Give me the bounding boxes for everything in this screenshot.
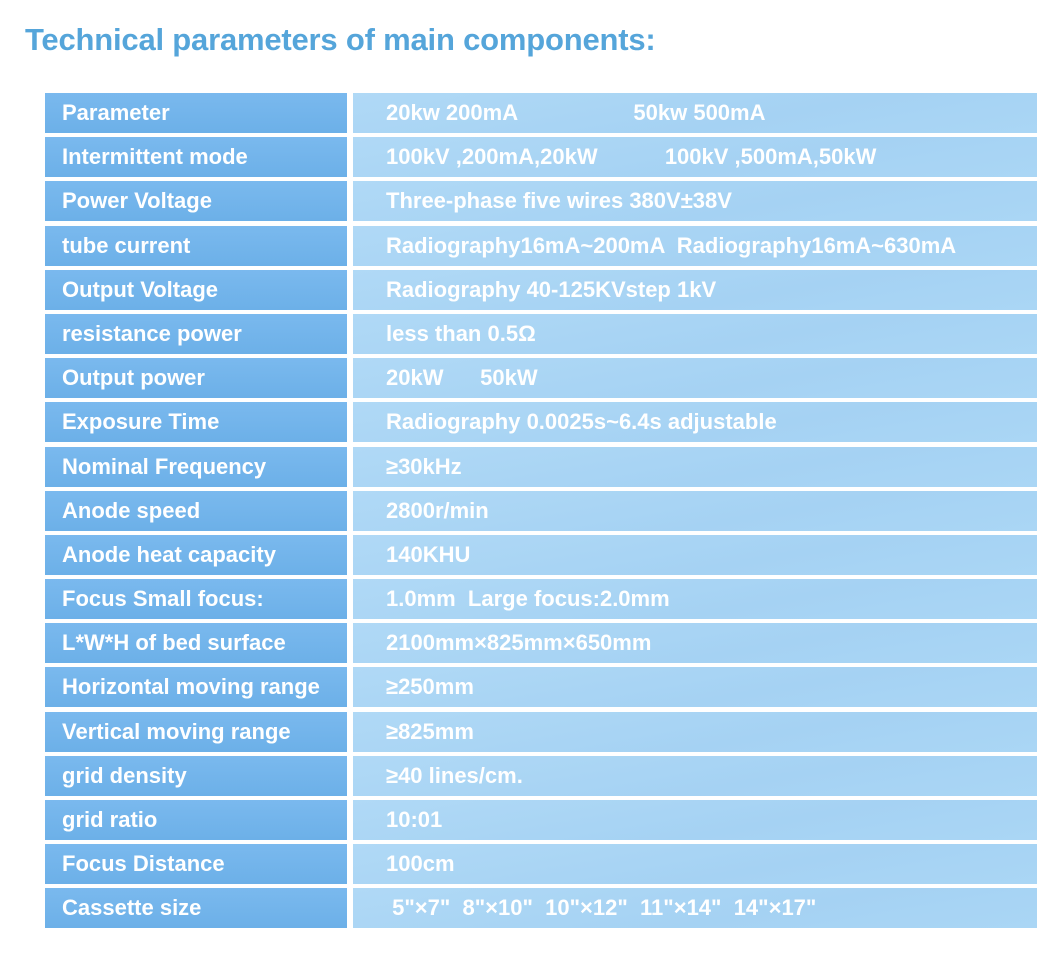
parameter-value-cell: Radiography16mA~200mA Radiography16mA~63… [353, 225, 1037, 266]
table-row: Cassette size 5"×7" 8"×10" 10"×12" 11"×1… [45, 888, 1037, 929]
parameter-value-cell: 5"×7" 8"×10" 10"×12" 11"×14" 14"×17" [353, 888, 1037, 929]
parameter-value-cell: 2800r/min [353, 490, 1037, 531]
parameter-value-cell: less than 0.5Ω [353, 313, 1037, 354]
parameter-name-cell: Exposure Time [45, 402, 347, 443]
parameter-name-cell: Cassette size [45, 888, 347, 929]
parameter-value-cell: 1.0mm Large focus:2.0mm [353, 579, 1037, 620]
table-row: Focus Small focus: 1.0mm Large focus:2.0… [45, 579, 1037, 620]
parameter-value-cell: ≥40 lines/cm. [353, 755, 1037, 796]
parameter-value-cell: 20kw 200mA 50kw 500mA [353, 93, 1037, 133]
table-row: Intermittent mode 100kV ,200mA,20kW 100k… [45, 137, 1037, 178]
parameter-name-cell: Nominal Frequency [45, 446, 347, 487]
parameter-name-cell: Power Voltage [45, 181, 347, 222]
parameter-name-cell: Parameter [45, 93, 347, 133]
spec-table: Parameter 20kw 200mA 50kw 500mA Intermit… [45, 93, 1037, 933]
parameter-value-cell: Radiography 0.0025s~6.4s adjustable [353, 402, 1037, 443]
parameter-name-cell: Horizontal moving range [45, 667, 347, 708]
parameter-name-cell: Intermittent mode [45, 137, 347, 178]
parameter-name-cell: Anode speed [45, 490, 347, 531]
table-row: Vertical moving range ≥825mm [45, 711, 1037, 752]
parameter-name-cell: Anode heat capacity [45, 534, 347, 575]
parameter-value-cell: ≥825mm [353, 711, 1037, 752]
parameter-value-cell: 2100mm×825mm×650mm [353, 623, 1037, 664]
parameter-value-cell: 140KHU [353, 534, 1037, 575]
page-title: Technical parameters of main components: [25, 22, 656, 57]
parameter-name-cell: grid density [45, 755, 347, 796]
parameter-name-cell: Vertical moving range [45, 711, 347, 752]
parameter-name-cell: tube current [45, 225, 347, 266]
parameter-value-cell: Three-phase five wires 380V±38V [353, 181, 1037, 222]
table-row: Anode heat capacity 140KHU [45, 534, 1037, 575]
table-row: L*W*H of bed surface 2100mm×825mm×650mm [45, 623, 1037, 664]
parameter-name-cell: Focus Small focus: [45, 579, 347, 620]
table-row: Horizontal moving range ≥250mm [45, 667, 1037, 708]
table-row: Focus Distance 100cm [45, 844, 1037, 885]
table-row: tube current Radiography16mA~200mA Radio… [45, 225, 1037, 266]
parameter-value-cell: 100cm [353, 844, 1037, 885]
table-row: grid density ≥40 lines/cm. [45, 755, 1037, 796]
parameter-value-cell: 100kV ,200mA,20kW 100kV ,500mA,50kW [353, 137, 1037, 178]
table-row: Output power 20kW 50kW [45, 358, 1037, 399]
table-row: Parameter 20kw 200mA 50kw 500mA [45, 93, 1037, 133]
table-row: Power Voltage Three-phase five wires 380… [45, 181, 1037, 222]
parameter-name-cell: L*W*H of bed surface [45, 623, 347, 664]
parameter-name-cell: resistance power [45, 313, 347, 354]
table-row: Nominal Frequency ≥30kHz [45, 446, 1037, 487]
table-row: Exposure Time Radiography 0.0025s~6.4s a… [45, 402, 1037, 443]
table-row: grid ratio 10:01 [45, 800, 1037, 840]
parameter-name-cell: Output Voltage [45, 269, 347, 310]
parameter-value-cell: ≥250mm [353, 667, 1037, 708]
table-row: Output Voltage Radiography 40-125KVstep … [45, 269, 1037, 310]
table-row: resistance power less than 0.5Ω [45, 313, 1037, 354]
parameter-value-cell: ≥30kHz [353, 446, 1037, 487]
parameter-name-cell: Focus Distance [45, 844, 347, 885]
parameter-value-cell: 10:01 [353, 800, 1037, 840]
table-row: Anode speed 2800r/min [45, 490, 1037, 531]
parameter-name-cell: Output power [45, 358, 347, 399]
parameter-value-cell: 20kW 50kW [353, 358, 1037, 399]
parameter-name-cell: grid ratio [45, 800, 347, 840]
parameter-value-cell: Radiography 40-125KVstep 1kV [353, 269, 1037, 310]
